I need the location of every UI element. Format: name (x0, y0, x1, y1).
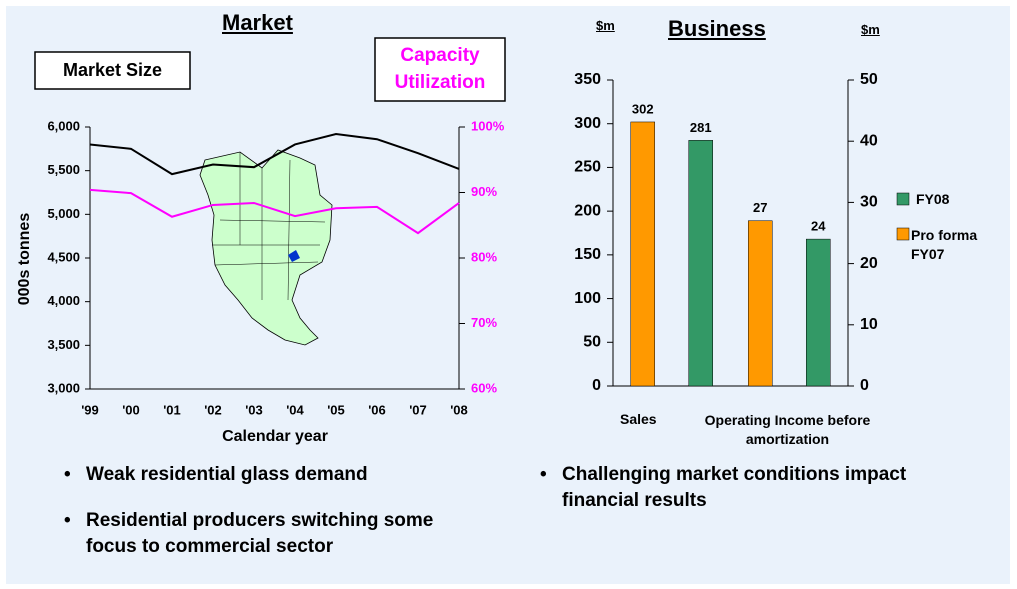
x-tick-label: '04 (286, 402, 304, 417)
x-tick-label: Operating Income before amortization (704, 412, 871, 447)
y-axis-label: 000s tonnes (16, 212, 33, 306)
y-tick-label: 5,500 (47, 162, 80, 177)
y-tick-label: 250 (574, 159, 601, 176)
bar (748, 220, 773, 387)
x-tick-label: '07 (409, 402, 427, 417)
y-tick-label: 3,500 (47, 337, 80, 352)
y2-tick-label: 100% (471, 118, 505, 133)
y2-tick-label: 70% (471, 315, 497, 330)
y2-tick-label: 60% (471, 380, 497, 395)
y-tick-label: 5,000 (47, 206, 80, 221)
y-tick-label: 3,000 (47, 380, 80, 395)
y-tick-label: 4,000 (47, 293, 80, 308)
y-tick-label: 0 (592, 377, 601, 394)
y-tick-label: 300 (574, 115, 601, 132)
legend-label: Capacity Utilization (394, 45, 486, 93)
data-label: 281 (690, 120, 712, 135)
x-axis-label: Calendar year (222, 428, 328, 445)
y2-tick-label: 10 (860, 316, 878, 333)
line-series (89, 188, 460, 235)
x-tick-label: '02 (204, 402, 222, 417)
bar (688, 140, 713, 387)
chart-title: Market (222, 10, 293, 35)
data-label: 24 (811, 219, 826, 234)
x-tick-label: Sales (620, 411, 657, 427)
x-tick-label: '01 (163, 402, 181, 417)
y-tick-label: 4,500 (47, 249, 80, 264)
y2-tick-label: 0 (860, 377, 869, 394)
legend-swatch (896, 192, 910, 206)
legend-box (374, 37, 506, 102)
chart-title: Business (668, 16, 766, 41)
y-tick-label: 350 (574, 71, 601, 88)
x-tick-label: '03 (245, 402, 263, 417)
bullet: Weak residential glass demand (64, 462, 486, 488)
y-tick-label: 6,000 (47, 118, 80, 133)
bullet: Challenging market conditions impact fin… (540, 462, 962, 514)
y2-tick-label: 20 (860, 255, 878, 272)
map (199, 149, 333, 346)
x-tick-label: '99 (81, 402, 99, 417)
legend-label: Pro forma FY07 (911, 227, 978, 262)
legend-label: FY08 (916, 191, 950, 207)
x-tick-label: '06 (368, 402, 386, 417)
line-series (89, 132, 460, 176)
legend-swatch (896, 227, 910, 241)
y-tick-label: 50 (583, 334, 601, 351)
x-tick-label: '00 (122, 402, 140, 417)
bar (630, 121, 655, 387)
legend-label: Market Size (62, 60, 163, 80)
y2-tick-label: 50 (860, 71, 878, 88)
y2-axis-label: $m (861, 22, 880, 37)
y2-tick-label: 30 (860, 194, 878, 211)
y-tick-label: 150 (574, 246, 601, 263)
bullet: Residential producers switching some foc… (64, 508, 486, 560)
y2-tick-label: 80% (471, 249, 497, 264)
y-tick-label: 100 (574, 290, 601, 307)
y-tick-label: 200 (574, 202, 601, 219)
y2-tick-label: 40 (860, 132, 878, 149)
legend-box (34, 51, 191, 90)
data-label: 27 (753, 200, 767, 215)
x-tick-label: '08 (450, 402, 468, 417)
y-axis-label: $m (596, 18, 615, 33)
y2-tick-label: 90% (471, 184, 497, 199)
bar (806, 238, 831, 387)
x-tick-label: '05 (327, 402, 345, 417)
data-label: 302 (632, 101, 654, 116)
